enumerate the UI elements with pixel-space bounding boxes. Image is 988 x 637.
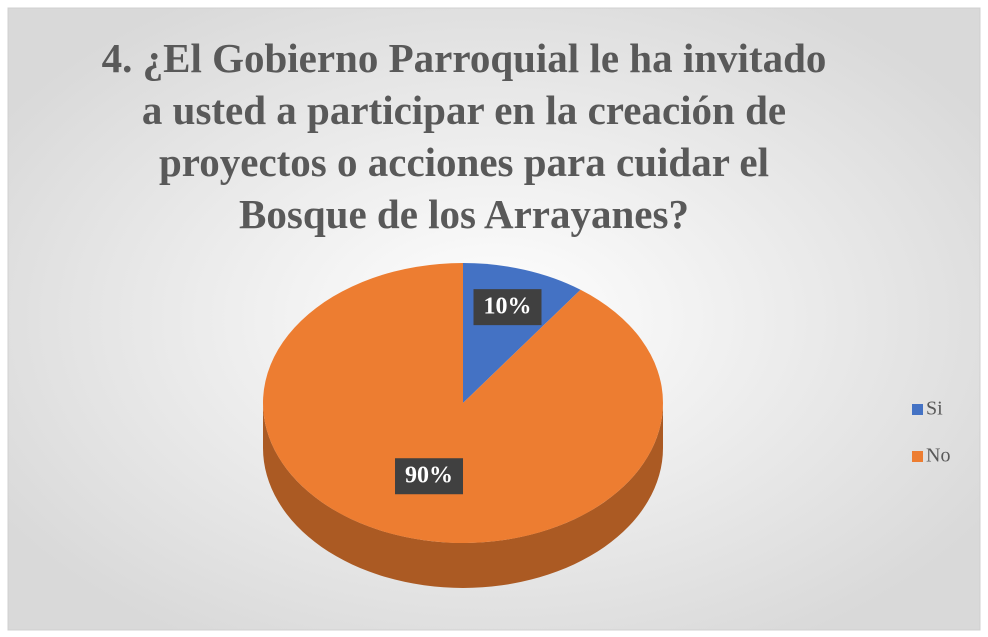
legend-label: Si [926, 398, 943, 420]
data-label: 10% [483, 294, 531, 320]
legend-label: No [926, 445, 950, 467]
legend-swatch [912, 404, 923, 415]
pie-side [263, 403, 663, 588]
data-label: 90% [405, 463, 453, 489]
legend-swatch [912, 451, 923, 462]
pie-slice [263, 263, 663, 543]
data-label-box [395, 458, 464, 495]
chart-title: 4. ¿El Gobierno Parroquial le ha invitad… [101, 35, 827, 237]
data-label-box [473, 289, 542, 326]
